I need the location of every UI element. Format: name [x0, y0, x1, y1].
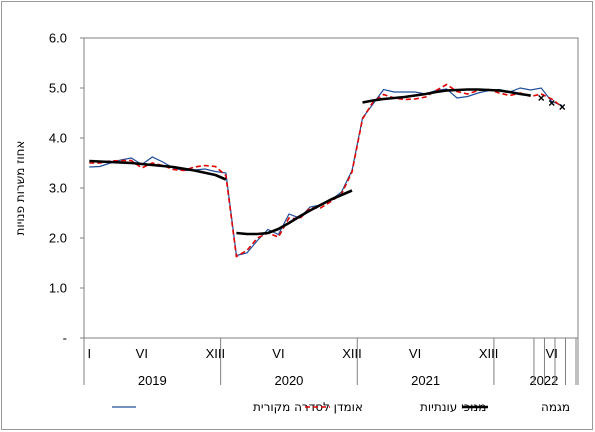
y-tick-label: 1.0 [49, 281, 67, 296]
legend: אומדן לסדרה מקורית מנוכי עונתיות מגמה [112, 400, 570, 414]
y-tick-label: 6.0 [49, 31, 67, 46]
y-tick-label: - [63, 331, 67, 346]
legend-label: מנוכי עונתיות [420, 400, 486, 414]
x-tick-label: VI [409, 346, 421, 361]
plot-area [83, 37, 579, 339]
x-tick-label: XIII [479, 346, 499, 361]
trend-line [89, 159, 227, 181]
x-tick-label: XIII [342, 346, 362, 361]
y-axis-title: אחוז משרות פנויות [13, 141, 27, 236]
year-label: 2022 [529, 373, 558, 388]
x-tick-label: VI [546, 346, 558, 361]
year-label: 2021 [411, 373, 440, 388]
original-series-line [89, 87, 563, 257]
x-tick-label: XIII [206, 346, 226, 361]
year-label: 2019 [138, 373, 167, 388]
trend-marker [548, 100, 555, 106]
trend-marker [538, 95, 545, 101]
y-tick-label: 3.0 [49, 181, 67, 196]
y-tick-label: 2.0 [49, 231, 67, 246]
trend-line [236, 189, 353, 236]
x-tick-label: I [87, 346, 91, 361]
x-tick-label: VI [136, 346, 148, 361]
y-tick-label: 5.0 [49, 81, 67, 96]
y-tick-label: 4.0 [49, 131, 67, 146]
year-label: 2020 [274, 373, 303, 388]
trend-line [362, 88, 531, 104]
seasonally-adjusted-line [89, 83, 563, 258]
series-layer [89, 83, 566, 258]
legend-label: מגמה [541, 400, 570, 414]
x-axis: 2019 2020 2021 2022 I VI XIII VI XIII VI XIII VI [83, 338, 579, 388]
y-axis: - 1.0 2.0 3.0 4.0 5.0 6.0 [49, 31, 84, 346]
trend-marker [559, 104, 566, 110]
x-tick-label: VI [272, 346, 284, 361]
